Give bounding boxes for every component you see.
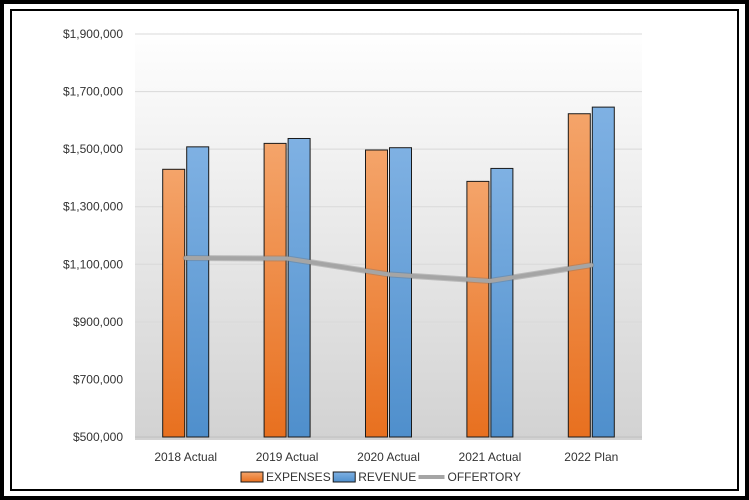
bar-expenses (263, 142, 287, 438)
legend-swatch-expenses (240, 471, 264, 483)
bar-revenue (490, 167, 514, 438)
x-tick-label: 2018 Actual (154, 450, 217, 464)
legend-swatch-revenue (332, 471, 356, 483)
bar-expenses (162, 168, 186, 438)
y-tick-label: $1,100,000 (63, 257, 123, 271)
y-tick-label: $1,900,000 (63, 27, 123, 41)
bar-expenses (567, 113, 591, 438)
bar-revenue (287, 137, 311, 438)
y-tick-label: $1,700,000 (63, 85, 123, 99)
y-tick-label: $1,300,000 (63, 200, 123, 214)
offertory-line (182, 255, 595, 284)
y-tick-label: $500,000 (73, 430, 123, 444)
offertory-line-path (183, 256, 594, 283)
y-tick-label: $700,000 (73, 372, 123, 386)
x-axis-labels: 2018 Actual 2019 Actual 2020 Actual 2021 Ac… (154, 450, 618, 464)
y-tick-label: $1,500,000 (63, 142, 123, 156)
y-tick-label: $900,000 (73, 315, 123, 329)
gridlines (135, 33, 642, 438)
bar-expenses (365, 149, 388, 438)
legend-label-expenses: EXPENSES (266, 470, 331, 484)
legend: EXPENSES REVENUE OFFERTORY (240, 470, 521, 484)
chart-inner-border (10, 9, 739, 491)
bar-revenue (591, 106, 615, 438)
legend-label-revenue: REVENUE (358, 470, 416, 484)
x-tick-label: 2019 Actual (256, 450, 319, 464)
bar-expenses (466, 180, 490, 438)
x-tick-label: 2020 Actual (357, 450, 420, 464)
plot-area-background (135, 30, 642, 440)
bars (162, 106, 615, 438)
legend-label-offertory: OFFERTORY (448, 470, 521, 484)
bar-revenue (186, 146, 210, 438)
x-tick-label: 2021 Actual (459, 450, 522, 464)
y-axis-labels: $500,000 $700,000 $900,000 $1,100,000 $1,300… (63, 27, 123, 444)
x-tick-label: 2022 Plan (564, 450, 618, 464)
bar-revenue (389, 147, 412, 438)
